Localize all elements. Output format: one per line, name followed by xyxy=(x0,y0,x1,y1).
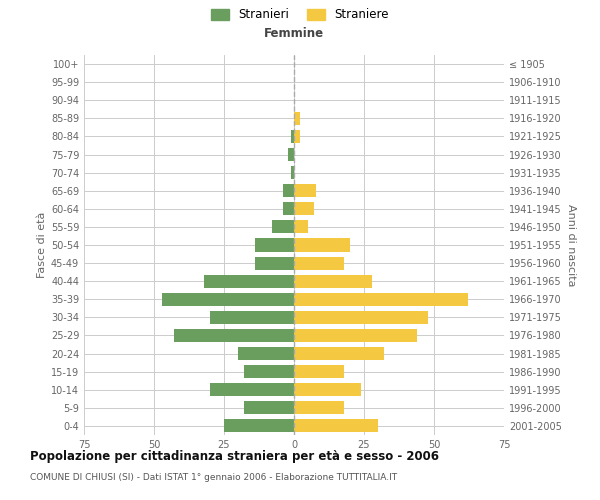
Bar xyxy=(291,166,294,179)
Text: Femmine: Femmine xyxy=(264,27,324,40)
Bar xyxy=(294,365,344,378)
Bar xyxy=(272,220,294,234)
Bar xyxy=(244,365,294,378)
Bar xyxy=(173,329,294,342)
Bar xyxy=(163,293,294,306)
Bar xyxy=(294,130,299,143)
Legend: Stranieri, Straniere: Stranieri, Straniere xyxy=(209,6,391,24)
Bar xyxy=(294,184,316,197)
Bar xyxy=(205,274,294,287)
Bar xyxy=(224,420,294,432)
Bar xyxy=(294,420,378,432)
Bar xyxy=(294,402,344,414)
Bar xyxy=(294,347,383,360)
Bar xyxy=(210,383,294,396)
Bar xyxy=(255,256,294,270)
Text: Popolazione per cittadinanza straniera per età e sesso - 2006: Popolazione per cittadinanza straniera p… xyxy=(30,450,439,463)
Bar xyxy=(283,202,294,215)
Bar xyxy=(238,347,294,360)
Bar xyxy=(255,238,294,252)
Y-axis label: Anni di nascita: Anni di nascita xyxy=(566,204,576,286)
Bar xyxy=(294,220,308,234)
Text: COMUNE DI CHIUSI (SI) - Dati ISTAT 1° gennaio 2006 - Elaborazione TUTTITALIA.IT: COMUNE DI CHIUSI (SI) - Dati ISTAT 1° ge… xyxy=(30,472,397,482)
Bar xyxy=(294,329,417,342)
Bar xyxy=(283,184,294,197)
Bar xyxy=(210,311,294,324)
Bar xyxy=(294,274,373,287)
Bar xyxy=(291,130,294,143)
Bar xyxy=(244,402,294,414)
Bar xyxy=(294,383,361,396)
Bar xyxy=(294,311,428,324)
Bar xyxy=(294,112,299,125)
Bar xyxy=(294,256,344,270)
Bar xyxy=(294,202,314,215)
Bar xyxy=(289,148,294,161)
Bar xyxy=(294,293,467,306)
Y-axis label: Fasce di età: Fasce di età xyxy=(37,212,47,278)
Bar xyxy=(294,238,350,252)
